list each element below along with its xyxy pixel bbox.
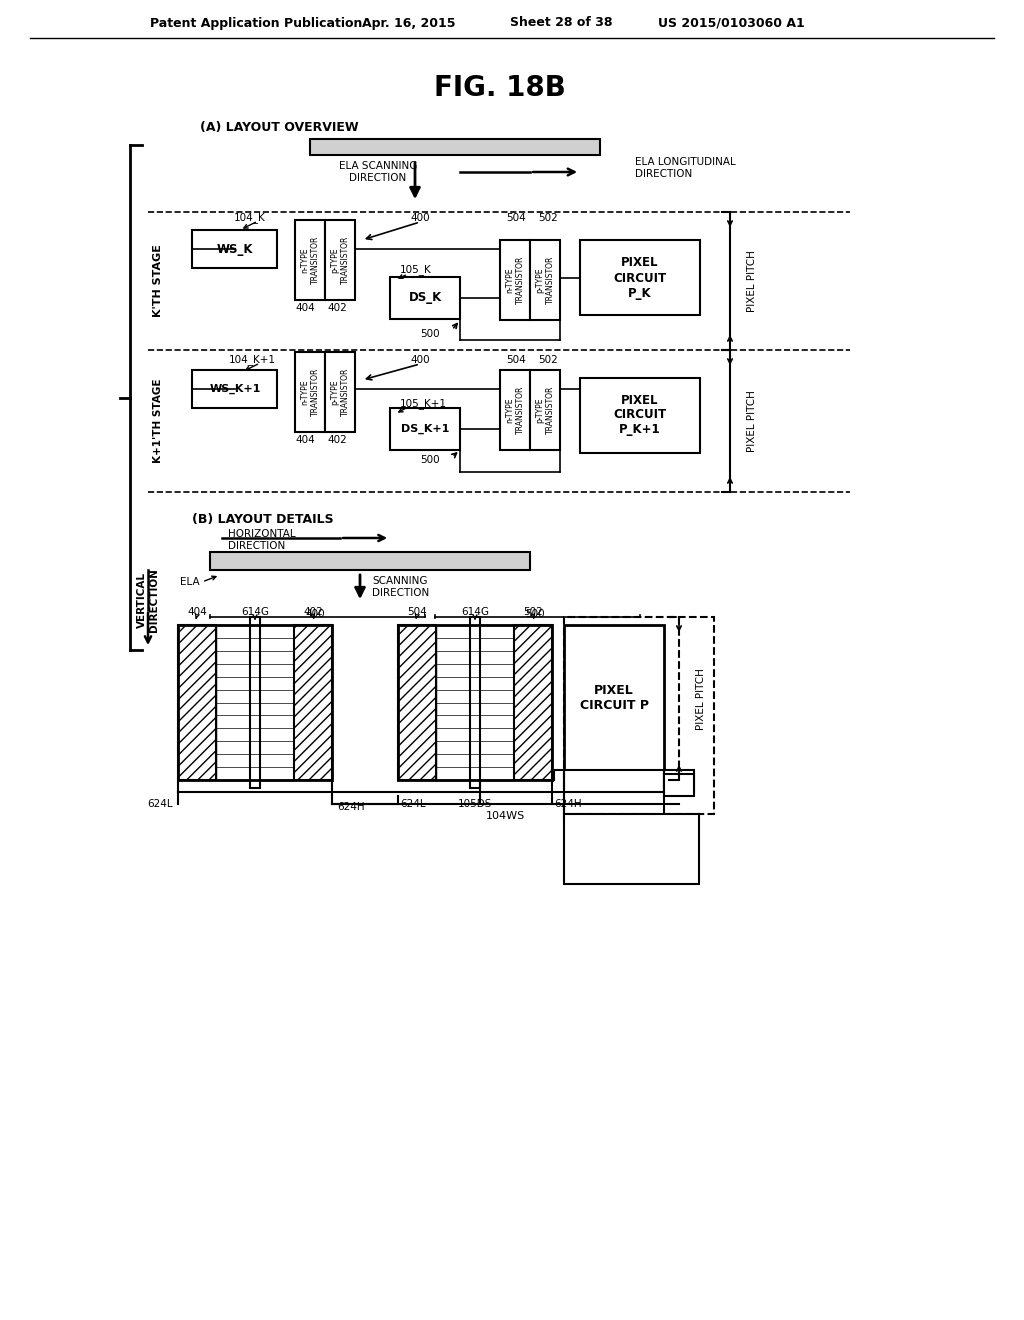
Text: 500: 500 [420, 329, 440, 339]
Text: 624L: 624L [400, 799, 426, 809]
Bar [193, 230, 278, 268]
Text: PIXEL PITCH: PIXEL PITCH [746, 249, 757, 312]
Text: ELA SCANNING
DIRECTION: ELA SCANNING DIRECTION [339, 161, 417, 182]
Text: 624H: 624H [337, 803, 365, 812]
Text: 104WS: 104WS [485, 810, 524, 821]
Text: VERTICAL
DIRECTION: VERTICAL DIRECTION [137, 568, 159, 632]
Text: n-TYPE
TRANSISTOR: n-TYPE TRANSISTOR [300, 236, 319, 284]
Text: n-TYPE
TRANSISTOR: n-TYPE TRANSISTOR [300, 368, 319, 416]
Bar [210, 552, 530, 570]
Bar [294, 624, 332, 780]
Text: K+1'TH STAGE: K+1'TH STAGE [153, 379, 163, 463]
Text: n-TYPE
TRANSISTOR: n-TYPE TRANSISTOR [505, 256, 524, 304]
Text: 504: 504 [506, 213, 526, 223]
Text: SCANNING
DIRECTION: SCANNING DIRECTION [372, 577, 429, 598]
Text: 614G: 614G [461, 607, 489, 616]
Text: 105_K+1: 105_K+1 [400, 399, 447, 409]
Text: FIG. 18B: FIG. 18B [434, 74, 566, 102]
Bar [580, 240, 700, 315]
Text: PIXEL
CIRCUIT P: PIXEL CIRCUIT P [580, 684, 648, 711]
Bar [325, 352, 355, 432]
Bar [250, 616, 260, 788]
Bar [530, 240, 560, 319]
Bar [564, 770, 664, 820]
Text: 104_K: 104_K [234, 213, 266, 223]
Text: Patent Application Publication: Patent Application Publication [150, 16, 362, 29]
Text: 404: 404 [187, 607, 207, 616]
Bar [664, 770, 694, 792]
Text: Apr. 16, 2015: Apr. 16, 2015 [362, 16, 456, 29]
Text: p-TYPE
TRANSISTOR: p-TYPE TRANSISTOR [536, 256, 555, 304]
Bar [530, 370, 560, 450]
Bar [295, 220, 325, 300]
Text: (B) LAYOUT DETAILS: (B) LAYOUT DETAILS [193, 513, 334, 527]
Text: 502: 502 [523, 607, 543, 616]
Text: p-TYPE
TRANSISTOR: p-TYPE TRANSISTOR [331, 236, 350, 284]
Bar [193, 370, 278, 408]
Text: 500: 500 [525, 609, 545, 619]
Bar [178, 624, 332, 780]
Bar [436, 624, 514, 780]
Text: DS_K+1: DS_K+1 [400, 424, 450, 434]
Bar [216, 624, 294, 780]
Text: 404: 404 [295, 304, 314, 313]
Bar [390, 408, 460, 450]
Bar [580, 378, 700, 453]
Text: US 2015/0103060 A1: US 2015/0103060 A1 [658, 16, 805, 29]
Text: p-TYPE
TRANSISTOR: p-TYPE TRANSISTOR [536, 385, 555, 434]
Bar [310, 139, 600, 154]
Text: 402: 402 [303, 607, 323, 616]
Text: 402: 402 [327, 436, 347, 445]
Text: DS_K: DS_K [409, 292, 441, 305]
Text: PIXEL
CIRCUIT
P_K+1: PIXEL CIRCUIT P_K+1 [613, 393, 667, 437]
Text: 500: 500 [420, 455, 440, 465]
Text: 624L: 624L [147, 799, 173, 809]
Bar [398, 624, 436, 780]
Text: 504: 504 [506, 355, 526, 366]
Text: WS_K: WS_K [217, 243, 253, 256]
Text: ELA: ELA [180, 577, 200, 587]
Bar [470, 616, 480, 788]
Text: 504: 504 [408, 607, 427, 616]
Text: 402: 402 [327, 304, 347, 313]
Bar [295, 352, 325, 432]
Text: 614G: 614G [241, 607, 269, 616]
Bar [514, 624, 552, 780]
Bar [500, 370, 530, 450]
Bar [500, 240, 530, 319]
Text: K'TH STAGE: K'TH STAGE [153, 244, 163, 317]
Text: (A) LAYOUT OVERVIEW: (A) LAYOUT OVERVIEW [200, 120, 358, 133]
Bar [178, 624, 216, 780]
Bar [390, 277, 460, 319]
Text: 502: 502 [539, 355, 558, 366]
Text: p-TYPE
TRANSISTOR: p-TYPE TRANSISTOR [331, 368, 350, 416]
Text: 400: 400 [411, 213, 430, 223]
Text: 400: 400 [305, 609, 325, 619]
Bar [664, 774, 694, 796]
Text: PIXEL
CIRCUIT
P_K: PIXEL CIRCUIT P_K [613, 256, 667, 300]
Text: WS_K+1: WS_K+1 [209, 384, 261, 395]
Bar [564, 814, 699, 884]
Text: n-TYPE
TRANSISTOR: n-TYPE TRANSISTOR [505, 385, 524, 434]
Text: HORIZONTAL
DIRECTION: HORIZONTAL DIRECTION [228, 529, 296, 550]
Text: 404: 404 [295, 436, 314, 445]
Text: 105_K: 105_K [400, 264, 432, 276]
Bar [564, 616, 714, 814]
Bar [325, 220, 355, 300]
Text: PIXEL PITCH: PIXEL PITCH [696, 668, 706, 730]
Bar [398, 624, 552, 780]
Text: 104_K+1: 104_K+1 [228, 355, 275, 366]
Text: 624H: 624H [554, 799, 582, 809]
Text: 502: 502 [539, 213, 558, 223]
Bar [564, 624, 664, 770]
Text: 400: 400 [411, 355, 430, 366]
Text: PIXEL PITCH: PIXEL PITCH [746, 391, 757, 451]
Text: ELA LONGITUDINAL
DIRECTION: ELA LONGITUDINAL DIRECTION [635, 157, 736, 178]
Text: Sheet 28 of 38: Sheet 28 of 38 [510, 16, 612, 29]
Text: 105DS: 105DS [458, 799, 493, 809]
